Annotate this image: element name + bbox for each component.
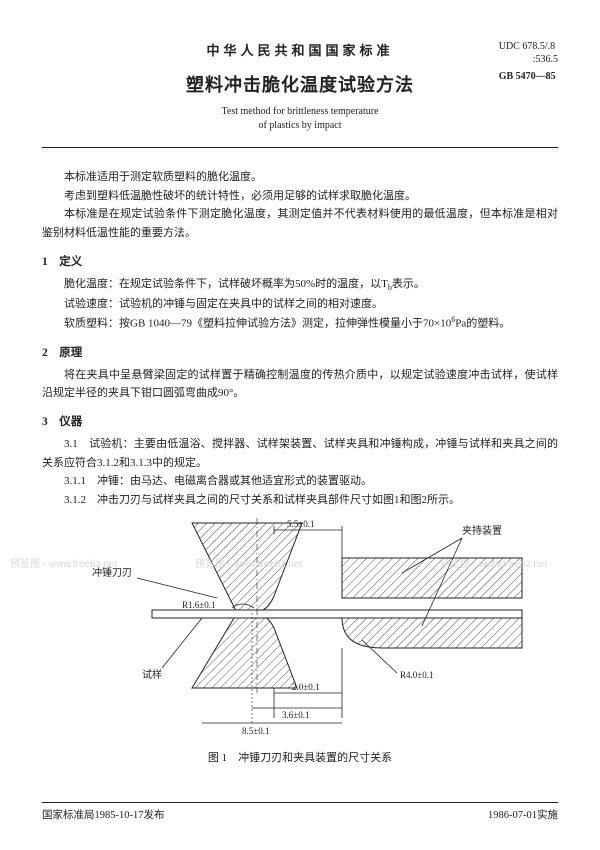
sec3-p1: 3.1 试验机：主要由低温浴、搅拌器、试样架装置、试样夹具和冲锤构成，冲锤与试样… — [42, 435, 558, 472]
document-title-cn: 塑料冲击脆化温度试验方法 — [42, 71, 558, 97]
fig-dim-r16: R1.6±0.1 — [182, 600, 215, 610]
header-rule — [42, 147, 558, 148]
sec3-p3: 3.1.2 冲击刀刃与试样夹具之间的尺寸关系和试样夹具部件尺寸如图1和图2所示。 — [42, 491, 558, 510]
fig-dim-8-5: 8.5±0.1 — [242, 726, 269, 736]
fig-dim-r4: R4.0±0.1 — [400, 670, 433, 680]
title-en-line1: Test method for brittleness temperature — [42, 105, 558, 119]
udc-line1: UDC 678.5/.8 — [499, 40, 558, 53]
sec1-p1: 脆化温度：在规定试验条件下，试样破坏概率为50%时的温度，以Tb表示。 — [42, 275, 558, 295]
udc-code-block: UDC 678.5/.8 :536.5 GB 5470—85 — [499, 40, 558, 83]
sec2-p1: 将在夹具中呈悬臂梁固定的试样置于精确控制温度的传热介质中，以规定试验速度冲击试样… — [42, 366, 558, 403]
footer-effective: 1986-07-01实施 — [488, 807, 558, 822]
footer-rule — [42, 802, 558, 803]
title-en-line2: of plastics by impact — [42, 119, 558, 133]
intro-p3: 本标准是在规定试验条件下测定脆化温度，其测定值并不代表材料使用的最低温度，但本标… — [42, 205, 558, 242]
page-footer: 国家标准局1985-10-17发布 1986-07-01实施 — [42, 802, 558, 822]
figure-1: 冲锤刀刃 夹持装置 试样 5.5±0.1 R1.6±0.1 R4.0±0.1 2… — [42, 518, 558, 765]
figure-1-caption: 图 1 冲锤刀刃和夹具装置的尺寸关系 — [42, 749, 558, 765]
section-2-head: 2 原理 — [42, 344, 558, 360]
sec3-p2: 3.1.1 冲锤：由马达、电磁离合器或其他适宜形式的装置驱动。 — [42, 472, 558, 491]
document-title-en: Test method for brittleness temperature … — [42, 105, 558, 133]
body-content: 本标准适用于测定软质塑料的脆化温度。 考虑到塑料低温脆性破坏的统计特性，必须用足… — [42, 168, 558, 510]
section-3-head: 3 仪器 — [42, 413, 558, 429]
figure-1-svg: 冲锤刀刃 夹持装置 试样 5.5±0.1 R1.6±0.1 R4.0±0.1 2… — [42, 518, 558, 738]
fig-dim-2-0: 2.0±0.1 — [292, 682, 319, 692]
country-standard-label: 中华人民共和国国家标准 — [42, 40, 558, 59]
fig-label-sample: 试样 — [142, 668, 162, 681]
gb-code: GB 5470—85 — [499, 70, 558, 83]
footer-issued: 国家标准局1985-10-17发布 — [42, 807, 165, 822]
fig-label-hammer-edge: 冲锤刀刃 — [92, 566, 132, 579]
udc-line2: :536.5 — [499, 53, 558, 66]
intro-p1: 本标准适用于测定软质塑料的脆化温度。 — [42, 168, 558, 187]
section-1-head: 1 定义 — [42, 253, 558, 269]
sec1-p2: 试验速度：试验机的冲锤与固定在夹具中的试样之间的相对速度。 — [42, 295, 558, 314]
sec1-p3: 软质塑料：按GB 1040—79《塑料拉伸试验方法》测定，拉伸弹性模量小于70×… — [42, 313, 558, 333]
intro-p2: 考虑到塑料低温脆性破坏的统计特性，必须用足够的试样求取脆化温度。 — [42, 187, 558, 206]
fig-dim-3-6: 3.6±0.1 — [282, 710, 309, 720]
fig-label-clamp: 夹持装置 — [462, 524, 502, 537]
fig-dim-5-5: 5.5±0.1 — [287, 519, 314, 529]
